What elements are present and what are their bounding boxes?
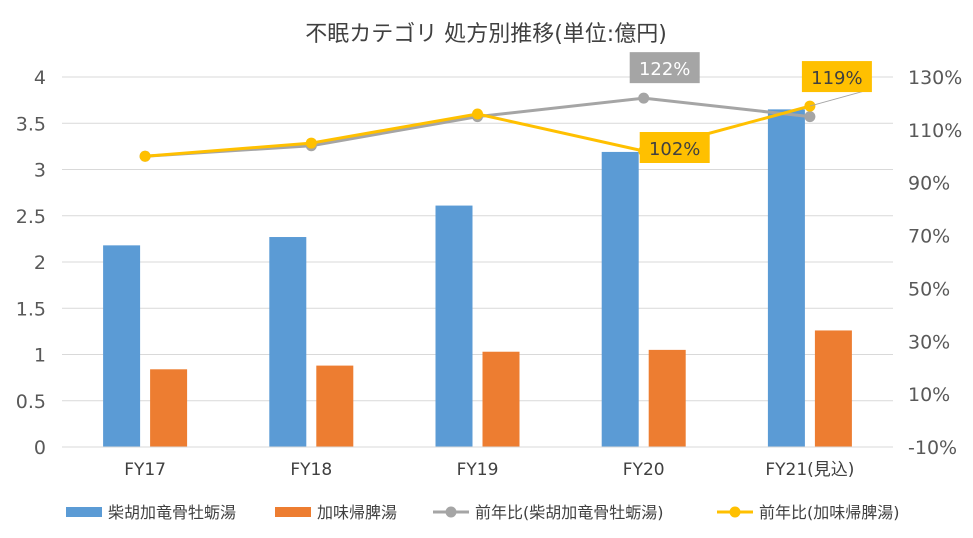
y-right-tick-label: 90% (908, 173, 950, 195)
legend-swatch (66, 507, 102, 517)
bars (103, 109, 852, 448)
data-label: 102% (649, 139, 700, 160)
legend-label: 柴胡加竜骨牡蛎湯 (108, 503, 236, 522)
callouts: 122% 102% 119% (629, 52, 872, 163)
gridlines (62, 76, 893, 402)
y-right-tick-label: 30% (908, 331, 950, 353)
series-point (139, 150, 151, 162)
x-tick-label: FY18 (290, 460, 332, 480)
y-left-tick-label: 0.5 (16, 391, 46, 413)
y-left-tick-label: 4 (34, 67, 46, 89)
data-label: 119% (811, 68, 862, 89)
y-right-tick-label: 10% (908, 384, 950, 406)
x-tick-label: FY20 (623, 460, 665, 480)
bar (482, 351, 520, 447)
x-tick-label: FY17 (124, 460, 166, 480)
x-tick-label: FY21(見込) (765, 460, 854, 480)
bar (435, 205, 473, 447)
y-left-tick-label: 1 (34, 345, 46, 367)
legend: 柴胡加竜骨牡蛎湯 加味帰脾湯 前年比(柴胡加竜骨牡蛎湯) 前年比(加味帰脾湯) (66, 503, 900, 522)
bar (316, 365, 354, 447)
legend-swatch (275, 507, 311, 517)
series-point (804, 111, 816, 123)
y-left-tick-label: 3 (34, 160, 46, 182)
y-left-tick-label: 2 (34, 252, 46, 274)
legend-label: 前年比(柴胡加竜骨牡蛎湯) (475, 503, 664, 522)
callout-box (629, 52, 700, 84)
bar (767, 109, 805, 447)
axes: 0 0.5 1 1.5 2 2.5 3 3.5 4 -10% 10% 30% 50% 70% 90% 110%… (16, 67, 963, 480)
callout-box (801, 61, 872, 93)
callout-box (639, 132, 710, 163)
y-left-tick-label: 1.5 (16, 298, 46, 320)
y-left-tick-label: 3.5 (16, 113, 46, 135)
legend-label: 加味帰脾湯 (317, 503, 397, 522)
legend-label: 前年比(加味帰脾湯) (759, 503, 900, 522)
y-right-tick-label: 70% (908, 226, 950, 248)
chart-title: 不眠カテゴリ 処方別推移(単位:億円) (305, 22, 667, 47)
y-left-tick-label: 0 (34, 437, 46, 459)
y-right-tick-label: -10% (908, 437, 957, 459)
y-right-tick-label: 110% (908, 120, 962, 142)
series-point (638, 92, 650, 104)
bar (269, 237, 307, 447)
series-point (305, 137, 317, 149)
y-right-tick-label: 130% (908, 67, 962, 89)
y-right-tick-label: 50% (908, 278, 950, 300)
bar (814, 330, 852, 447)
y-left-tick-label: 2.5 (16, 206, 46, 228)
series-point (472, 108, 483, 120)
bar (601, 151, 639, 448)
legend-marker (729, 506, 741, 518)
x-tick-label: FY19 (457, 460, 499, 480)
bar (103, 245, 141, 447)
legend-marker (445, 506, 457, 518)
data-label: 122% (639, 59, 690, 80)
bar (150, 369, 188, 447)
bar (648, 349, 686, 447)
callout-leader (809, 89, 869, 107)
lines (139, 92, 816, 162)
